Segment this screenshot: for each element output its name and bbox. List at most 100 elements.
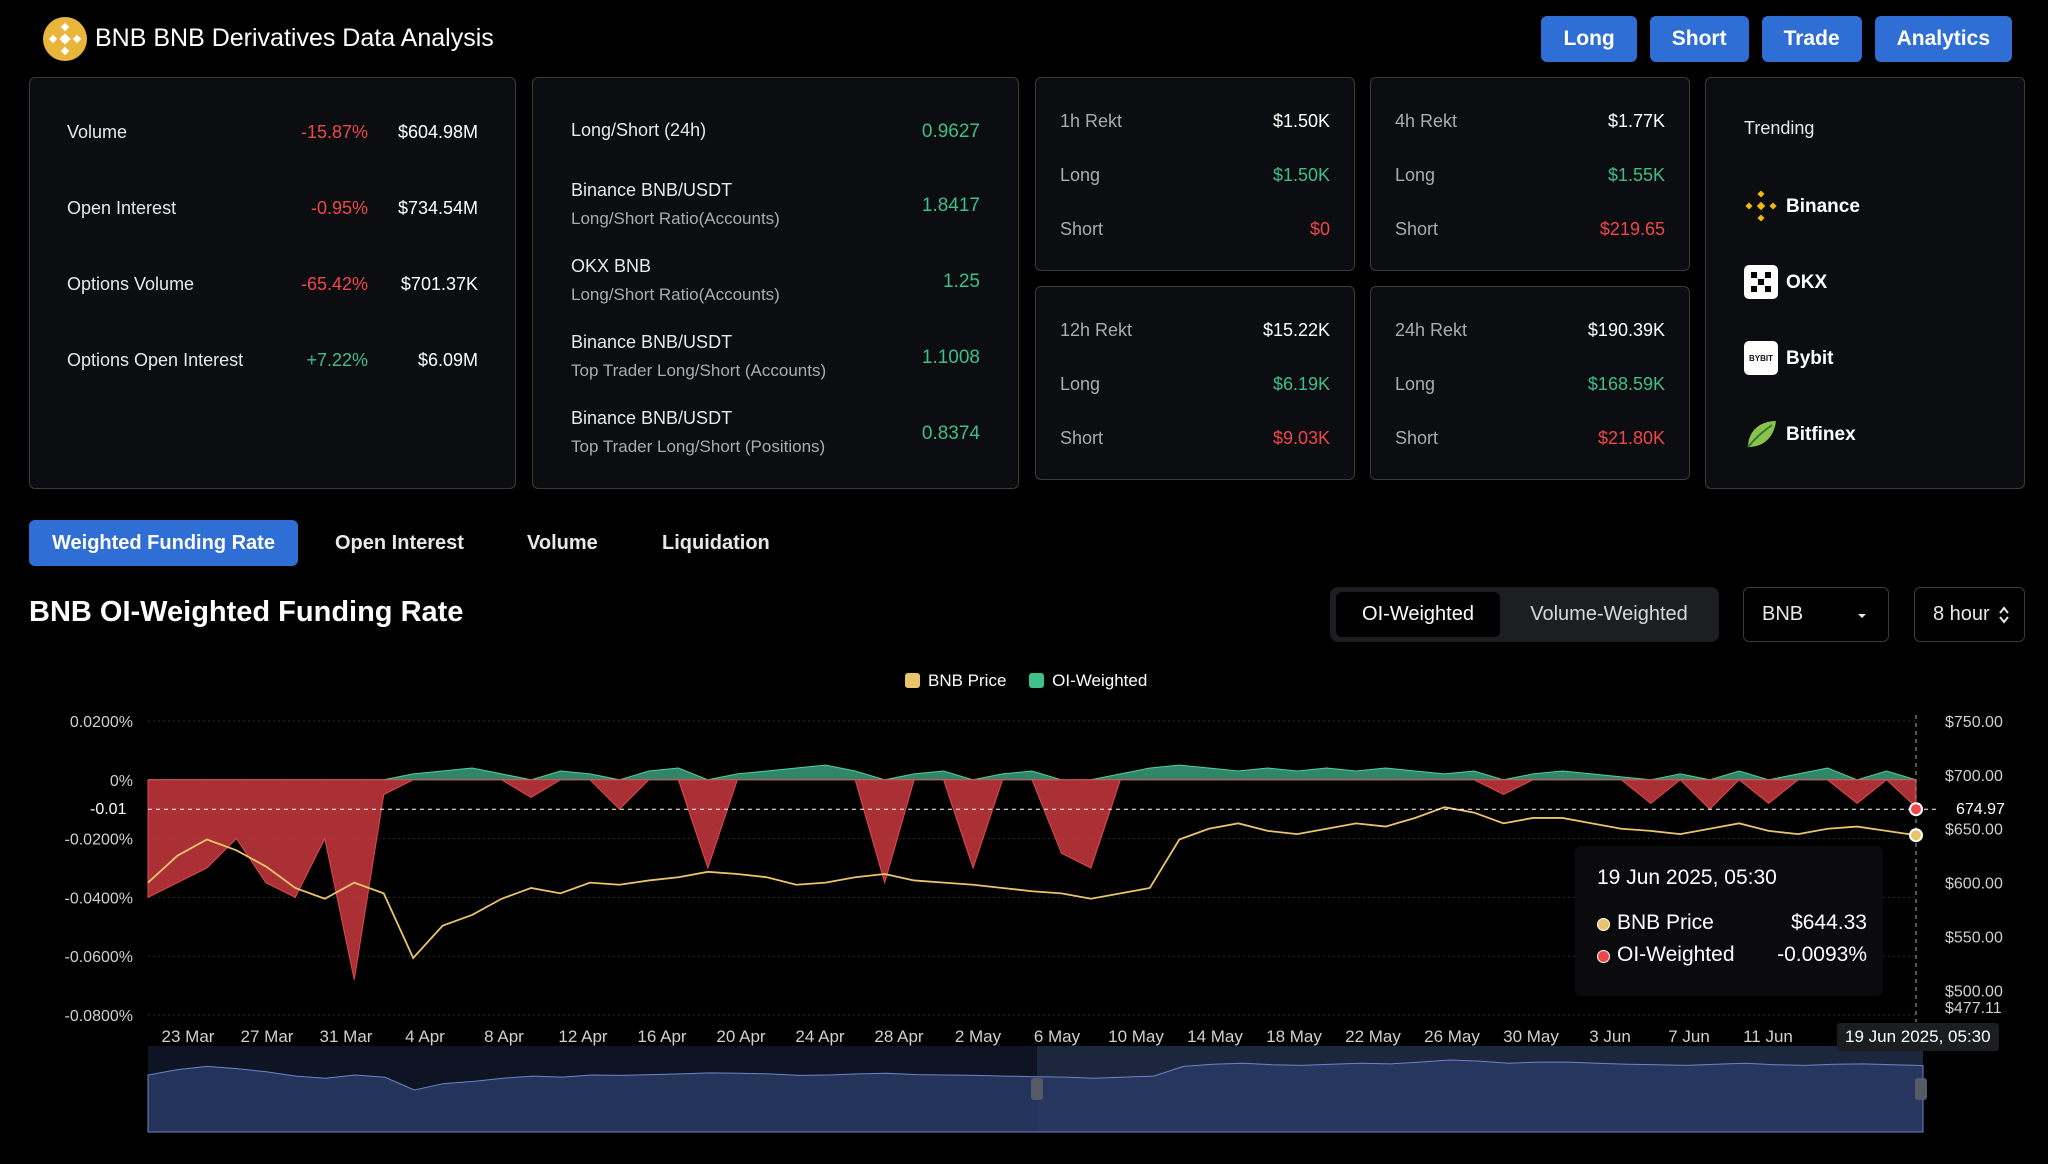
- y-right-tick: $500.00: [1945, 983, 2003, 1000]
- rekt-long-label: Long: [1395, 165, 1436, 185]
- rekt-short: $219.65: [1599, 219, 1665, 239]
- overview-value: $604.98M: [397, 122, 478, 142]
- x-tick: 31 Mar: [320, 1027, 373, 1046]
- rekt-total: $190.39K: [1587, 320, 1665, 340]
- crosshair-x-label: 19 Jun 2025, 05:30: [1837, 1023, 1999, 1051]
- rekt-long-label: Long: [1060, 165, 1101, 185]
- overview-value: $701.37K: [400, 274, 478, 294]
- x-tick: 26 May: [1424, 1027, 1480, 1046]
- ls-sublabel: Top Trader Long/Short (Accounts): [571, 361, 827, 380]
- rekt-card-24h: 24h Rekt $190.39K Long $168.59K Short $21.8…: [1370, 286, 1690, 480]
- oi-weighted-positive-area: [148, 764, 1917, 781]
- oi-weighted-option[interactable]: OI-Weighted: [1336, 592, 1500, 637]
- overview-change: -65.42%: [300, 274, 368, 294]
- caret-down-icon: [1858, 614, 1866, 618]
- x-tick: 3 Jun: [1589, 1027, 1631, 1046]
- tab-weighted-funding-rate[interactable]: Weighted Funding Rate: [29, 520, 298, 566]
- ls-row: Binance BNB/USDT Top Trader Long/Short (…: [571, 408, 980, 468]
- tooltip-date: 19 Jun 2025, 05:30: [1597, 866, 1777, 889]
- binance-icon: [1744, 189, 1778, 223]
- x-tick: 30 May: [1503, 1027, 1559, 1046]
- y-left-tick: -0.0600%: [65, 949, 134, 966]
- rekt-long-label: Long: [1060, 374, 1101, 394]
- legend-oi-label: OI-Weighted: [1052, 671, 1148, 690]
- x-tick: 4 Apr: [405, 1027, 445, 1046]
- y-right-tick: $650.00: [1945, 822, 2003, 839]
- ls-row: Binance BNB/USDT Long/Short Ratio(Accoun…: [571, 180, 980, 240]
- tooltip-price-value: $644.33: [1791, 911, 1867, 934]
- overview-card: Volume -15.87% $604.98M Open Interest -0…: [29, 77, 516, 489]
- ls-row: OKX BNB Long/Short Ratio(Accounts) 1.25: [571, 256, 980, 316]
- ls-sublabel: Long/Short Ratio(Accounts): [571, 285, 780, 304]
- x-tick: 7 Jun: [1668, 1027, 1710, 1046]
- legend-swatch-price: [905, 673, 920, 688]
- ls-sublabel: Top Trader Long/Short (Positions): [571, 437, 826, 456]
- ls-row: Binance BNB/USDT Top Trader Long/Short (…: [571, 332, 980, 392]
- legend-item-oi[interactable]: OI-Weighted: [1029, 671, 1147, 690]
- y-left-tick: -0.0400%: [65, 890, 134, 907]
- coin-select[interactable]: BNB: [1743, 587, 1889, 642]
- ls-value: 1.1008: [921, 347, 980, 368]
- x-tick: 18 May: [1266, 1027, 1322, 1046]
- short-button[interactable]: Short: [1649, 16, 1749, 62]
- rekt-long: $168.59K: [1587, 374, 1665, 394]
- tab-liquidation[interactable]: Liquidation: [662, 532, 770, 554]
- long-short-card: Long/Short (24h) 0.9627 Binance BNB/USDT…: [532, 77, 1019, 489]
- trending-name: Bybit: [1786, 348, 1834, 369]
- x-tick: 14 May: [1187, 1027, 1243, 1046]
- navigator-selection: [1037, 1046, 1923, 1132]
- rekt-short: $0: [1309, 219, 1330, 239]
- ls-label: Long/Short (24h): [571, 120, 707, 140]
- coin-select-value: BNB: [1762, 603, 1804, 625]
- navigator-handle: [1031, 1078, 1043, 1100]
- chart-tooltip: 19 Jun 2025, 05:30 BNB Price $644.33 OI-…: [1575, 846, 1883, 996]
- overview-label: Options Volume: [67, 274, 195, 294]
- rekt-short-label: Short: [1395, 219, 1439, 239]
- overview-change: -0.95%: [310, 198, 368, 218]
- trending-name: Binance: [1786, 196, 1860, 217]
- legend-item-price[interactable]: BNB Price: [905, 671, 1006, 690]
- weighting-toggle: OI-Weighted Volume-Weighted: [1330, 587, 1719, 642]
- rekt-title: 1h Rekt: [1060, 111, 1123, 131]
- rekt-card-12h: 12h Rekt $15.22K Long $6.19K Short $9.03K: [1035, 286, 1355, 480]
- overview-row-volume: Volume -15.87% $604.98M: [67, 118, 478, 148]
- ls-value: 1.8417: [921, 195, 980, 216]
- volume-weighted-option[interactable]: Volume-Weighted: [1530, 603, 1688, 625]
- overview-label: Volume: [67, 122, 128, 142]
- header: BNB BNB Derivatives Data Analysis Long S…: [29, 14, 2012, 64]
- svg-text:BYBIT: BYBIT: [1749, 354, 1773, 363]
- long-button[interactable]: Long: [1541, 16, 1637, 62]
- y-right-tick: $750.00: [1945, 714, 2003, 731]
- ls-label: Binance BNB/USDT: [571, 180, 733, 200]
- nav-buttons: Long Short Trade Analytics: [1541, 16, 2012, 62]
- trade-button[interactable]: Trade: [1761, 16, 1862, 62]
- legend-price-label: BNB Price: [928, 671, 1007, 690]
- crosshair-y-left-label: -0.01: [82, 798, 127, 822]
- rekt-card-4h: 4h Rekt $1.77K Long $1.55K Short $219.65: [1370, 77, 1690, 271]
- x-tick: 8 Apr: [484, 1027, 524, 1046]
- bybit-icon: BYBIT: [1744, 341, 1778, 375]
- x-tick: 28 Apr: [874, 1027, 923, 1046]
- sort-arrows-icon: [1999, 606, 2009, 624]
- overview-row-options-volume: Options Volume -65.42% $701.37K: [67, 270, 478, 300]
- rekt-long: $6.19K: [1272, 374, 1330, 394]
- ls-label: OKX BNB: [571, 256, 652, 276]
- tab-open-interest[interactable]: Open Interest: [335, 532, 464, 554]
- rekt-short-label: Short: [1060, 219, 1104, 239]
- rekt-short: $9.03K: [1272, 428, 1330, 448]
- analytics-button[interactable]: Analytics: [1874, 16, 2012, 62]
- rekt-title: 4h Rekt: [1395, 111, 1458, 131]
- ls-label: Binance BNB/USDT: [571, 408, 733, 428]
- x-tick: 24 Apr: [795, 1027, 844, 1046]
- ls-label: Binance BNB/USDT: [571, 332, 733, 352]
- rekt-long: $1.50K: [1272, 165, 1330, 185]
- trending-title: Trending: [1744, 118, 1815, 138]
- navigator-line: [147, 1059, 1924, 1133]
- x-tick: 27 Mar: [241, 1027, 294, 1046]
- tab-volume[interactable]: Volume: [527, 532, 598, 554]
- x-tick: 22 May: [1345, 1027, 1401, 1046]
- navigator-handle: [1915, 1078, 1927, 1100]
- interval-select[interactable]: 8 hour: [1914, 587, 2025, 642]
- x-tick: 23 Mar: [162, 1027, 215, 1046]
- overview-label: Open Interest: [67, 198, 177, 218]
